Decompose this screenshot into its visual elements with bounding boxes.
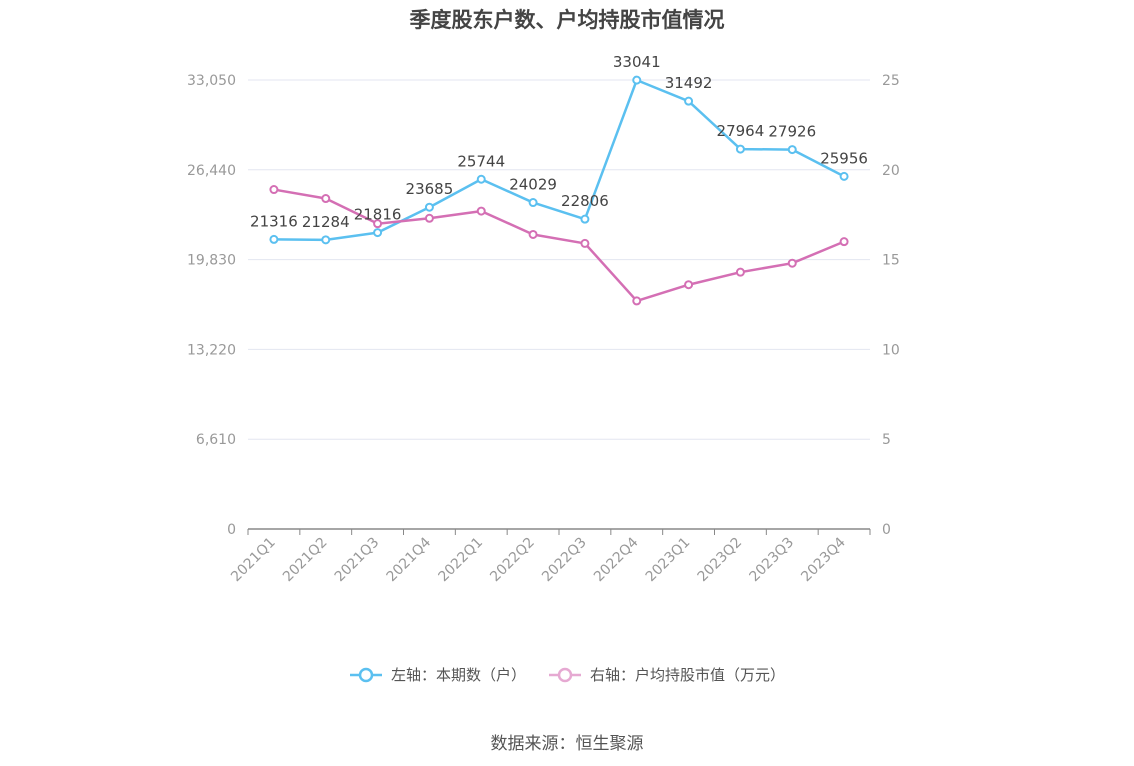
series-0-point (476, 174, 486, 184)
legend-item-right[interactable]: 右轴：户均持股市值（万元） (548, 664, 785, 685)
series-0-point (735, 144, 745, 154)
legend-item-left[interactable]: 左轴：本期数（户） (349, 664, 526, 685)
series-0-point (839, 171, 849, 181)
series-1-point (373, 219, 383, 229)
right-tick-label: 20 (882, 163, 900, 179)
right-tick-label: 5 (882, 432, 891, 448)
series-1-point (269, 185, 279, 195)
series-1-point (580, 238, 590, 248)
data-label: 21284 (302, 213, 350, 231)
data-label: 24029 (509, 176, 557, 194)
legend-left-icon (349, 667, 382, 682)
x-tick-label: 2023Q2 (695, 535, 746, 586)
series-0-point (321, 235, 331, 245)
legend: 左轴：本期数（户） 右轴：户均持股市值（万元） (0, 664, 1134, 685)
data-label: 21816 (354, 206, 402, 224)
x-tick-label: 2023Q4 (798, 534, 849, 585)
grid-lines (248, 79, 870, 440)
series-0-point (424, 202, 434, 212)
right-tick-label: 10 (882, 342, 900, 358)
left-tick-label: 33,050 (187, 73, 236, 89)
data-label: 27926 (768, 123, 816, 141)
series-1-point (321, 194, 331, 204)
x-tick-label: 2021Q1 (228, 535, 279, 586)
chart-title: 季度股东户数、户均持股市值情况 (409, 8, 725, 32)
series-1-point (476, 206, 486, 216)
series (269, 75, 849, 306)
x-tick-label: 2021Q2 (280, 535, 331, 586)
x-tick-label: 2023Q3 (746, 535, 797, 586)
series-line-0 (273, 78, 845, 242)
right-tick-label: 25 (882, 73, 900, 89)
series-0-point (632, 75, 642, 85)
data-label: 23685 (406, 180, 454, 198)
x-tick-label: 2023Q1 (643, 535, 694, 586)
left-tick-label: 19,830 (187, 253, 236, 269)
series-1-point (839, 237, 849, 247)
right-tick-label: 0 (882, 522, 891, 538)
series-1-point (632, 296, 642, 306)
series-1-point (684, 280, 694, 290)
legend-left-label: 左轴：本期数（户） (390, 666, 526, 684)
right-tick-label: 15 (882, 253, 900, 269)
x-tick-label: 2021Q3 (332, 535, 383, 586)
source-note: 数据来源：恒生聚源 (490, 734, 644, 754)
data-label: 22806 (561, 192, 609, 210)
data-label: 31492 (665, 74, 713, 92)
series-0-point (684, 96, 694, 106)
left-tick-label: 0 (227, 522, 236, 538)
data-label: 25956 (820, 149, 868, 167)
data-label: 27964 (717, 122, 765, 140)
data-label: 33041 (613, 53, 661, 71)
x-tick-label: 2022Q4 (591, 534, 642, 585)
data-label: 21316 (250, 212, 298, 230)
series-1-point (528, 229, 538, 239)
series-1-point (787, 258, 797, 268)
series-0-point (580, 214, 590, 224)
series-0-point (787, 145, 797, 155)
line-chart: 0 0 6,610 5 13,220 10 19,830 15 26,440 20 33,050 25… (187, 53, 900, 586)
x-tick-label: 2022Q1 (435, 535, 486, 586)
x-tick-label: 2022Q2 (487, 535, 538, 586)
left-tick-label: 26,440 (187, 163, 236, 179)
data-label: 25744 (457, 152, 505, 170)
x-tick-label: 2021Q4 (384, 534, 435, 585)
series-0-point (373, 228, 383, 238)
series-line-1 (273, 188, 845, 303)
series-0-point (269, 234, 279, 244)
series-1-point (735, 267, 745, 277)
left-tick-label: 13,220 (187, 342, 236, 358)
left-tick-label: 6,610 (196, 432, 236, 448)
series-1-point (424, 213, 434, 223)
series-0-point (528, 198, 538, 208)
legend-right-icon (549, 667, 581, 682)
legend-right-label: 右轴：户均持股市值（万元） (590, 666, 786, 684)
x-tick-label: 2022Q3 (539, 535, 590, 586)
